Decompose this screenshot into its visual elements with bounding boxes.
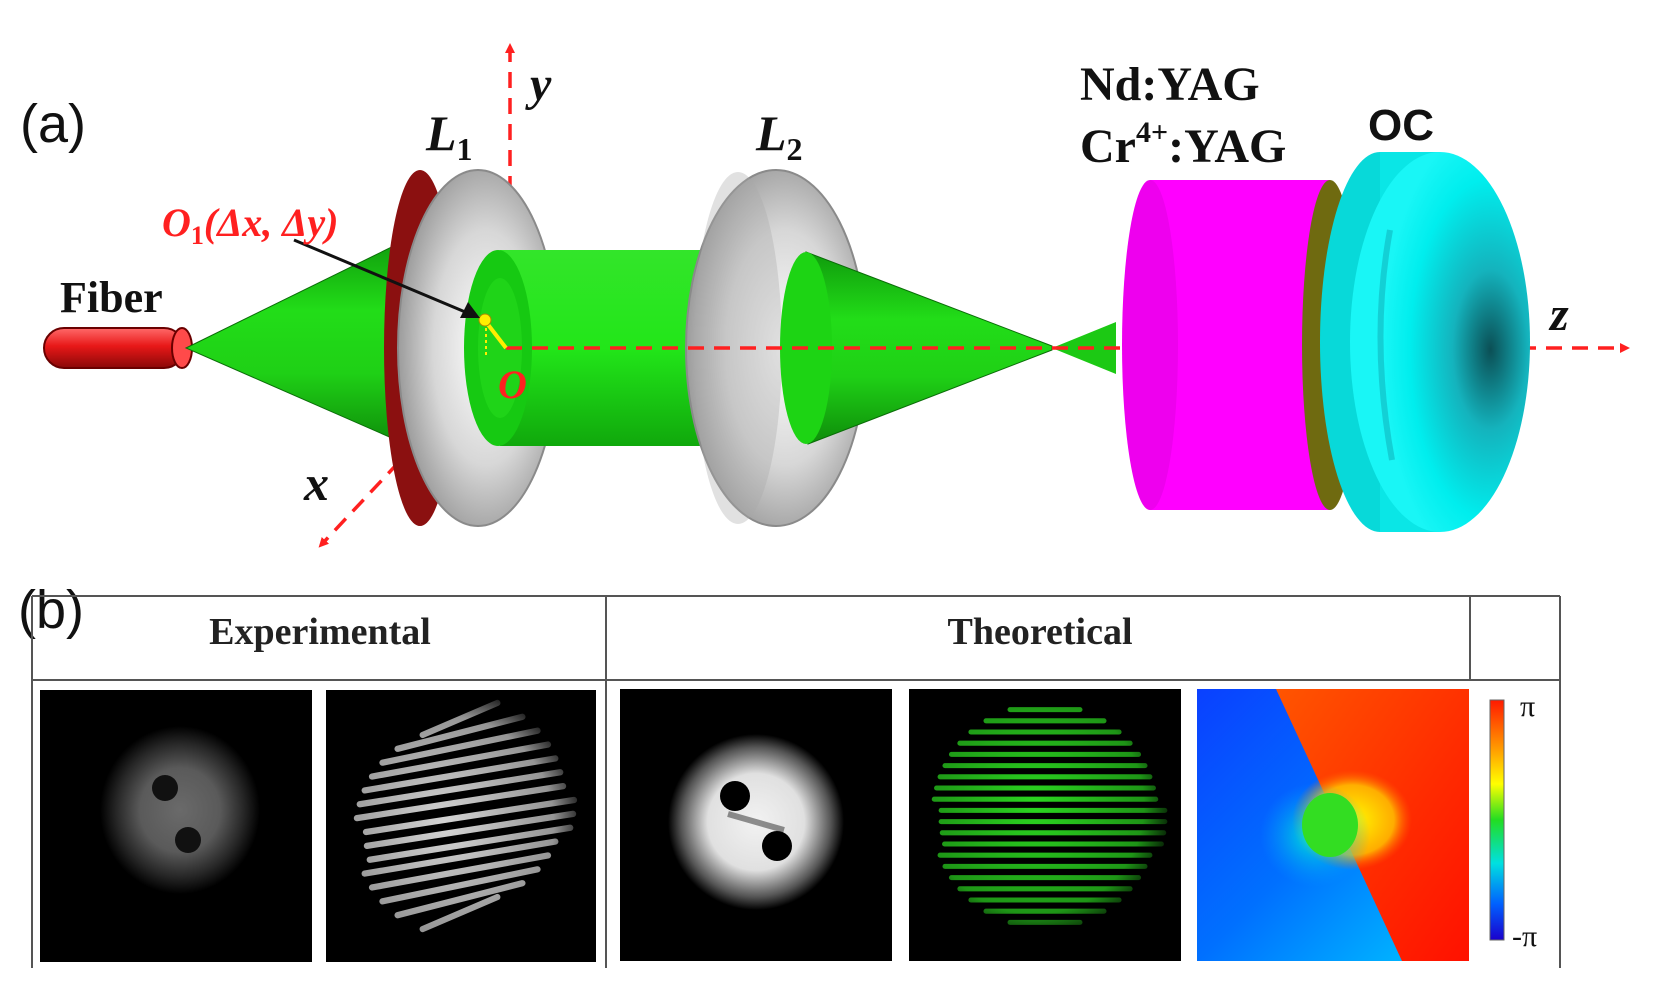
fringe-line	[379, 866, 541, 905]
fringe-line	[363, 810, 577, 849]
fiber-label: Fiber	[60, 273, 163, 322]
panel-a: (a) Fiber L1 L2	[20, 43, 1630, 548]
panel-b: (b) Experimental Theoretical	[18, 580, 1561, 968]
crystal-label-2: Cr4+:YAG	[1080, 116, 1286, 173]
lens-l2-label: L2	[755, 105, 803, 167]
origin-label: O	[498, 362, 527, 407]
colorbar-min-label: -π	[1512, 920, 1537, 953]
experimental-intensity-image	[40, 690, 312, 962]
fringe-line	[394, 880, 526, 919]
phase-colorbar: π -π	[1489, 690, 1537, 953]
fringe-line	[353, 783, 567, 822]
x-axis-label: x	[303, 455, 329, 511]
panel-b-table	[31, 595, 1561, 968]
header-theoretical: Theoretical	[947, 611, 1132, 653]
theoretical-intensity-image	[620, 689, 892, 961]
fringe-line	[361, 755, 559, 794]
fringe-line	[366, 824, 574, 863]
z-axis-label: z	[1548, 288, 1569, 341]
fringe-line	[368, 852, 552, 891]
colorbar-max-label: π	[1520, 690, 1535, 723]
panel-a-label: (a)	[20, 94, 86, 154]
oc-label: OC	[1368, 101, 1434, 150]
fringe-line	[419, 893, 501, 933]
fringe-line	[362, 796, 578, 836]
theoretical-interference-image	[909, 689, 1181, 961]
theoretical-phase-image	[1197, 689, 1469, 961]
y-axis-label: y	[525, 58, 552, 111]
fringe-line	[368, 741, 552, 780]
offset-label: O1(Δx, Δy)	[162, 200, 338, 250]
output-coupler	[1320, 152, 1530, 532]
lens-l1-label: L1	[425, 105, 473, 167]
header-experimental: Experimental	[209, 611, 431, 653]
fringe-line	[361, 838, 559, 877]
fiber	[43, 327, 193, 369]
fringe-line	[356, 769, 564, 808]
experimental-interference-image	[326, 690, 596, 962]
fringe-line	[419, 699, 501, 739]
fringe-line	[379, 727, 541, 766]
panel-b-label: (b)	[18, 580, 84, 640]
crystal-label-1: Nd:YAG	[1080, 58, 1260, 111]
offset-marker	[293, 238, 508, 356]
fringe-line	[394, 713, 526, 752]
diverging-beam	[184, 237, 411, 447]
